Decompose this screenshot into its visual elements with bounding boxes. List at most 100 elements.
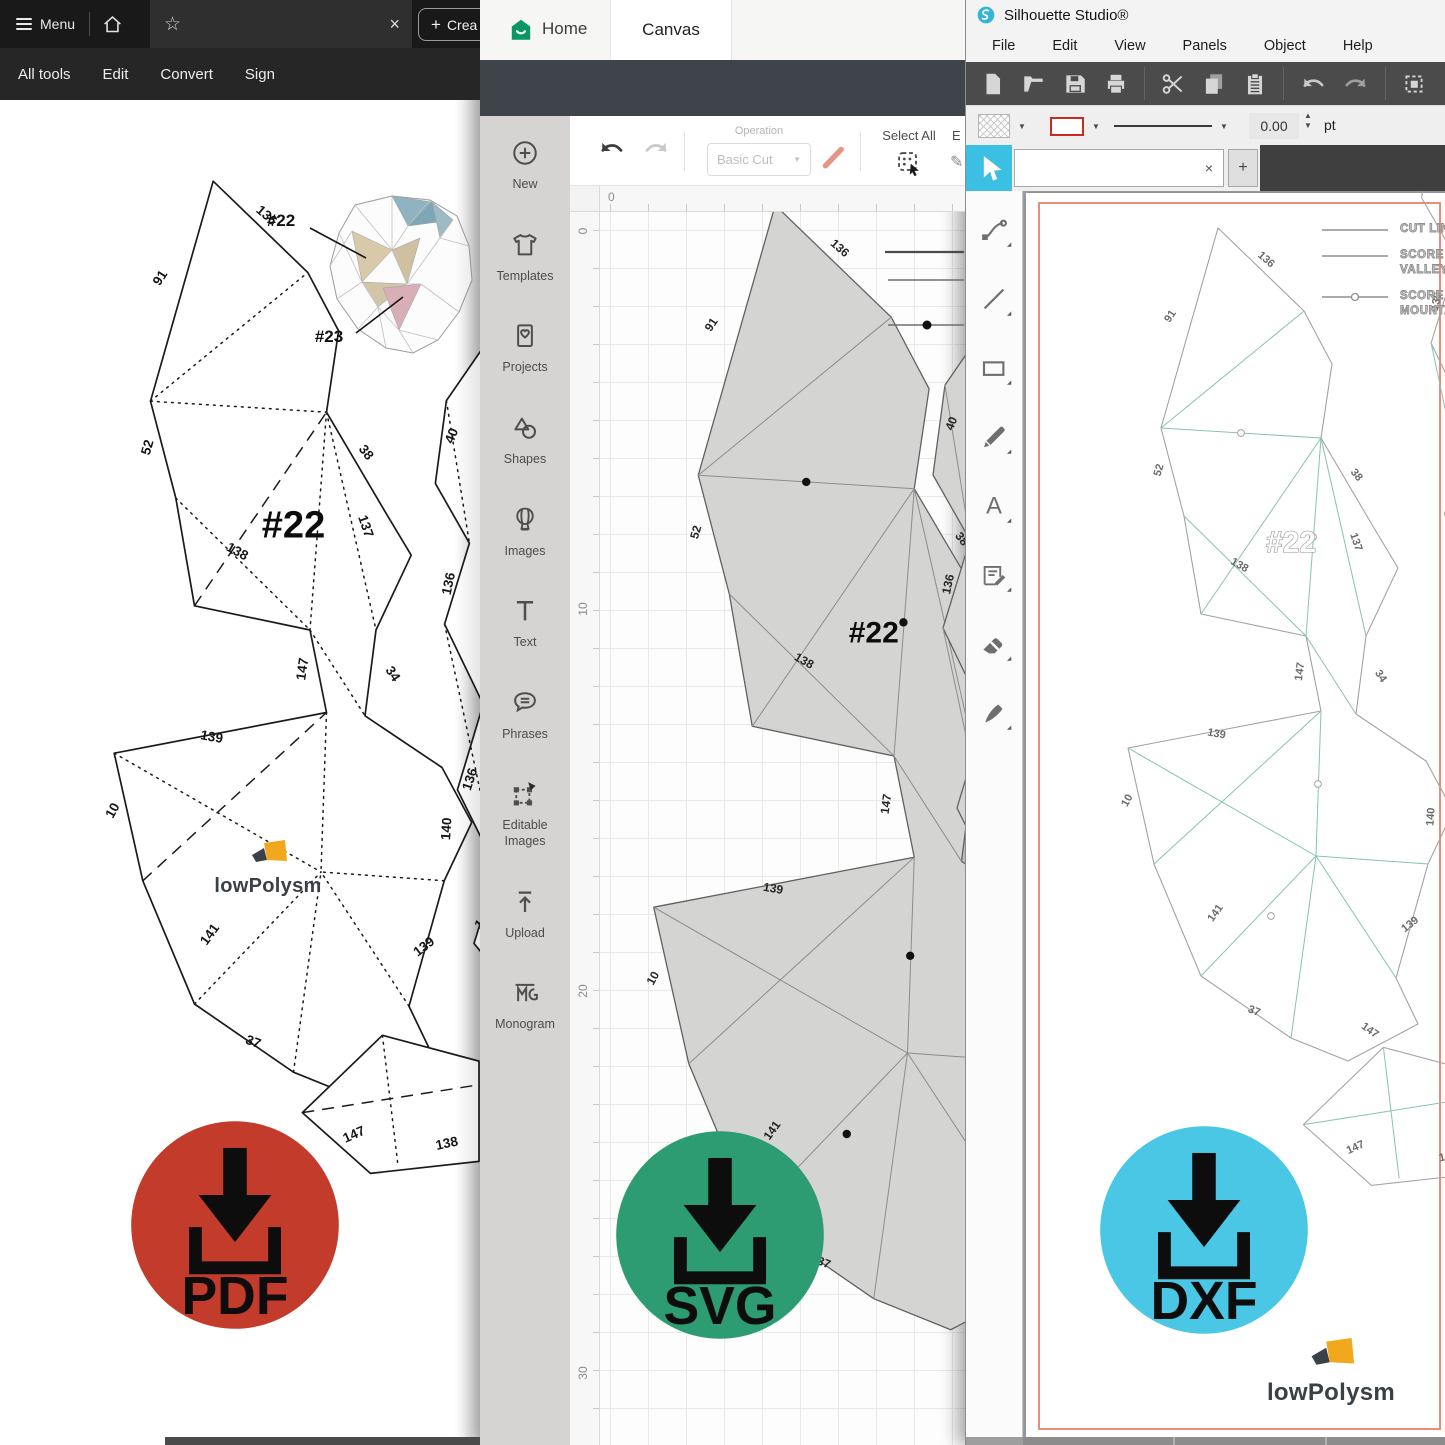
select-tool-button[interactable] xyxy=(966,145,1012,191)
folder-open-icon[interactable] xyxy=(1021,71,1047,97)
sidebar-item-images[interactable]: Images xyxy=(483,505,567,560)
templates-icon xyxy=(510,230,540,265)
new-icon xyxy=(510,138,540,173)
sidebar-item-shapes[interactable]: Shapes xyxy=(483,413,567,468)
window-title: Silhouette Studio® xyxy=(1004,6,1129,24)
svg-text:136: 136 xyxy=(253,202,280,228)
acrobat-menu-edit[interactable]: Edit xyxy=(102,65,129,83)
svg-text:10: 10 xyxy=(102,800,122,820)
redo-icon[interactable] xyxy=(1342,71,1370,97)
line-width-stepper[interactable]: ▲ ▼ xyxy=(1304,111,1312,130)
marquee-icon[interactable] xyxy=(1401,71,1427,97)
svg-text:PDF: PDF xyxy=(182,1267,289,1326)
edit-label-partial: E xyxy=(952,128,961,143)
svg-text:140: 140 xyxy=(438,817,455,841)
tab-canvas[interactable]: Canvas xyxy=(610,0,732,60)
tool-eraser[interactable] xyxy=(979,629,1012,661)
plus-icon: + xyxy=(431,14,441,34)
cricut-project-bar xyxy=(480,60,965,116)
acrobat-menu-all-tools[interactable]: All tools xyxy=(18,65,71,83)
acrobat-toolbar: All tools Edit Convert Sign xyxy=(0,48,480,100)
chevron-down-icon[interactable]: ▼ xyxy=(1092,122,1100,131)
line-color-swatch[interactable] xyxy=(1050,117,1084,136)
subtool-corner-icon xyxy=(1007,380,1012,385)
acrobat-menu-convert[interactable]: Convert xyxy=(160,65,213,83)
sidebar-item-label: Editable Images xyxy=(502,818,548,848)
subtool-corner-icon xyxy=(1007,725,1012,730)
sidebar-item-label: Upload xyxy=(505,925,545,940)
svg-text:147: 147 xyxy=(367,1050,394,1075)
star-icon: ☆ xyxy=(164,13,182,35)
scissors-icon[interactable] xyxy=(1160,71,1186,97)
chevron-down-icon[interactable]: ▼ xyxy=(1220,122,1228,131)
line-width-input[interactable]: 0.00 xyxy=(1249,113,1299,139)
silhouette-logo-icon xyxy=(977,6,995,24)
sidebar-item-upload[interactable]: Upload xyxy=(483,887,567,942)
sidebar-item-monogram[interactable]: Monogram xyxy=(483,978,567,1033)
sidebar-item-new[interactable]: New xyxy=(483,138,567,193)
cricut-logo-icon xyxy=(508,17,534,48)
tool-rect[interactable] xyxy=(979,353,1012,385)
create-button[interactable]: + Crea xyxy=(418,8,480,41)
tool-text[interactable]: A xyxy=(979,491,1012,523)
svg-text:147: 147 xyxy=(341,1123,368,1146)
select-all-button[interactable] xyxy=(895,149,923,182)
operation-dropdown[interactable]: Basic Cut ▼ xyxy=(707,143,811,176)
svg-text:139: 139 xyxy=(199,727,224,746)
menu-object[interactable]: Object xyxy=(1263,38,1306,54)
undo-icon[interactable] xyxy=(1299,71,1327,97)
undo-button[interactable] xyxy=(596,136,626,171)
close-icon[interactable]: × xyxy=(389,14,400,34)
sidebar-item-editable-images[interactable]: Editable Images xyxy=(483,779,567,849)
menu-help[interactable]: Help xyxy=(1342,38,1373,54)
document-tab[interactable]: ☆ × xyxy=(150,0,412,48)
tool-knife[interactable] xyxy=(979,698,1012,730)
dxf-download-badge: DXF xyxy=(1097,1123,1311,1337)
legend-line-sample xyxy=(1322,292,1388,302)
tool-pencil[interactable] xyxy=(979,422,1012,454)
menu-view[interactable]: View xyxy=(1114,38,1146,54)
fill-pattern-swatch[interactable] xyxy=(978,114,1010,138)
svg-text:A: A xyxy=(986,493,1002,520)
tool-sketch[interactable] xyxy=(979,560,1012,592)
subtool-corner-icon xyxy=(1007,518,1012,523)
home-icon[interactable] xyxy=(90,0,135,48)
print-icon[interactable] xyxy=(1103,71,1129,97)
tool-line[interactable] xyxy=(979,284,1012,316)
operation-value: Basic Cut xyxy=(717,152,773,167)
svg-text:138: 138 xyxy=(434,1133,460,1152)
doc-new-icon[interactable] xyxy=(980,71,1006,97)
menu-panels[interactable]: Panels xyxy=(1182,38,1227,54)
scrollbar[interactable] xyxy=(165,1437,480,1445)
new-tab-button[interactable]: + xyxy=(1228,149,1258,187)
images-icon xyxy=(510,505,540,540)
silhouette-titlebar: Silhouette Studio® xyxy=(966,0,1445,30)
menu-button[interactable]: Menu xyxy=(0,0,89,48)
menu-edit[interactable]: Edit xyxy=(1052,38,1078,54)
acrobat-menu-sign[interactable]: Sign xyxy=(244,65,275,83)
cut-line-color-icon[interactable] xyxy=(818,142,848,177)
svg-text:139: 139 xyxy=(410,934,437,960)
sidebar-item-text[interactable]: Text xyxy=(483,596,567,651)
sidebar-item-label: Projects xyxy=(502,360,548,375)
tool-bezier[interactable] xyxy=(979,215,1012,247)
line-style-sample[interactable] xyxy=(1114,125,1212,127)
svg-text:#23: #23 xyxy=(315,327,343,346)
paste-icon[interactable] xyxy=(1242,71,1268,97)
chevron-down-icon[interactable]: ▼ xyxy=(1018,122,1026,131)
phrases-icon xyxy=(510,688,540,723)
close-icon[interactable]: × xyxy=(1204,160,1213,176)
save-icon[interactable] xyxy=(1062,71,1088,97)
redo-button[interactable] xyxy=(642,136,672,171)
copy-icon[interactable] xyxy=(1201,71,1227,97)
sidebar-item-templates[interactable]: Templates xyxy=(483,230,567,285)
tab-home[interactable]: Home xyxy=(542,19,588,38)
svg-text:38: 38 xyxy=(356,442,377,463)
document-name-tab[interactable]: × xyxy=(1014,149,1224,187)
sidebar-item-label: Phrases xyxy=(502,726,548,741)
cricut-header: Home Canvas xyxy=(480,0,965,60)
sidebar-item-phrases[interactable]: Phrases xyxy=(483,688,567,743)
menu-file[interactable]: File xyxy=(992,38,1016,54)
sidebar-item-projects[interactable]: Projects xyxy=(483,321,567,376)
divider xyxy=(860,131,861,171)
